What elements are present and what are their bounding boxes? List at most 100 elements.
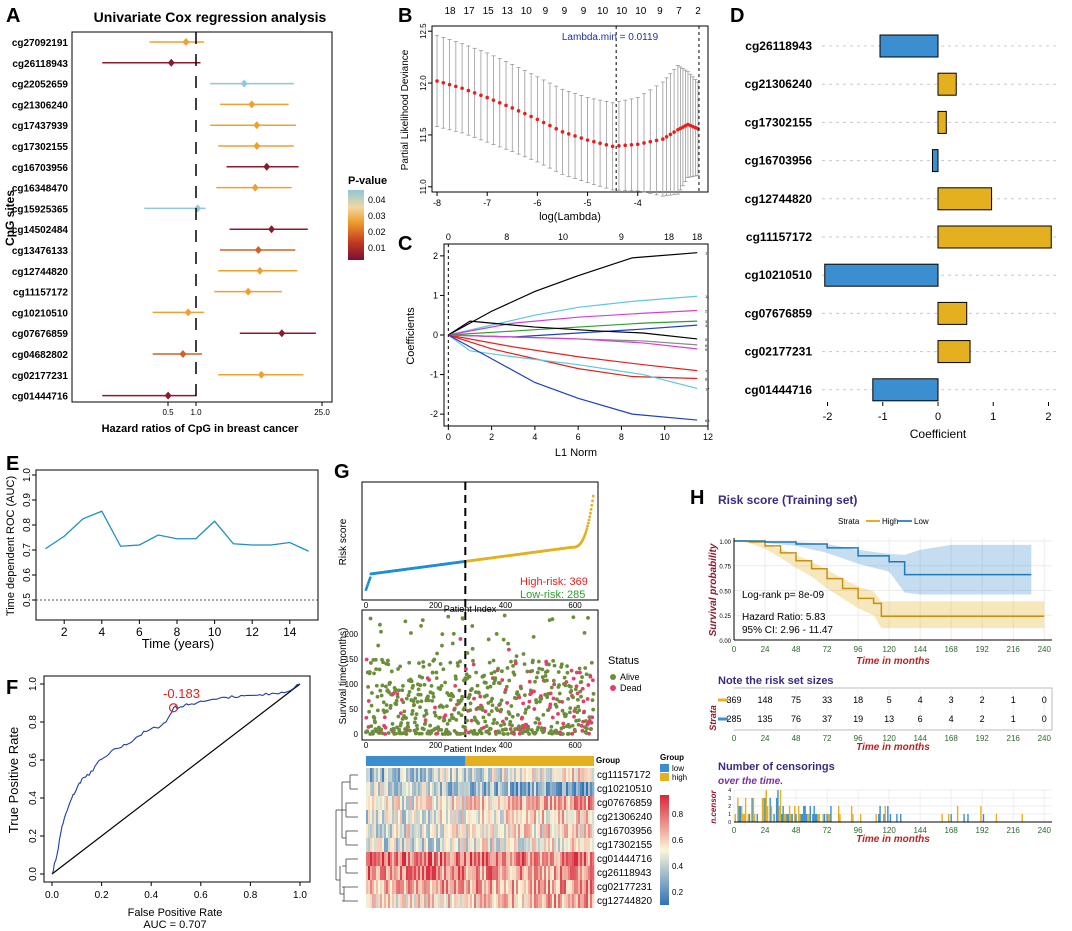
survival-point-alive — [470, 687, 474, 691]
heatmap-row-label: cg02177231 — [597, 882, 652, 893]
heatmap-cell — [404, 866, 407, 880]
forest-point — [251, 183, 259, 192]
heatmap-cell — [518, 880, 521, 894]
pvalue-colorbar — [348, 190, 364, 260]
heatmap-cell — [450, 866, 453, 880]
heatmap-cell — [512, 796, 515, 810]
censor-bar — [830, 806, 832, 822]
heatmap-cell — [444, 880, 447, 894]
survival-point-alive — [556, 670, 561, 674]
heatmap-cell — [556, 880, 559, 894]
risk-score-point — [590, 503, 594, 507]
heatmap-cell — [480, 894, 483, 908]
heatmap-cell — [576, 796, 579, 810]
survival-point-alive — [458, 659, 462, 664]
heatmap-cell — [478, 894, 481, 908]
survival-point-alive — [472, 728, 477, 733]
heatmap-cell — [540, 824, 543, 838]
heatmap-cell — [450, 768, 453, 782]
coef-category-label: cg02177231 — [745, 345, 813, 359]
heatmap-cell — [582, 838, 585, 852]
survival-point-alive — [577, 666, 582, 671]
km-x-tick-label: 240 — [1038, 645, 1052, 654]
survival-point-dead — [579, 723, 584, 728]
heatmap-cell — [550, 796, 553, 810]
survival-point-dead — [383, 725, 388, 730]
heatmap-cell — [400, 810, 403, 824]
survival-point-dead — [561, 721, 566, 726]
heatmap-cell — [406, 782, 409, 796]
heatmap-cell — [378, 852, 381, 866]
heatmap-cell — [456, 768, 459, 782]
heatmap-cell — [538, 866, 541, 880]
survival-point-alive — [578, 689, 583, 694]
heatmap-cell — [490, 866, 493, 880]
heatmap-cell — [440, 866, 443, 880]
coef-category-label: cg10210510 — [745, 268, 813, 282]
heatmap-cell — [444, 810, 447, 824]
heatmap-cell — [402, 894, 405, 908]
heatmap-cell — [570, 866, 573, 880]
survival-point-alive — [473, 690, 478, 694]
heatmap-cell — [528, 838, 531, 852]
heatmap-cell — [502, 894, 505, 908]
heatmap-cell — [574, 824, 577, 838]
survival-point-alive — [420, 618, 425, 623]
heatmap-cell — [410, 894, 413, 908]
heatmap-cell — [402, 852, 405, 866]
auc-x-tick-label: 12 — [246, 625, 260, 639]
risk-top-ylabel: Risk score — [338, 518, 349, 565]
heatmap-cell — [416, 866, 419, 880]
lasso-path — [448, 320, 698, 340]
heatmap-cell — [390, 810, 393, 824]
survival-point-alive — [369, 724, 374, 728]
coef-category-label: cg12744820 — [745, 192, 813, 206]
status-dead-label: Dead — [620, 683, 642, 693]
risk-count-low: 135 — [758, 714, 773, 724]
heatmap-cell — [524, 782, 527, 796]
heatmap-cell — [402, 838, 405, 852]
heatmap-cell — [414, 824, 417, 838]
heatmap-cell — [430, 796, 433, 810]
heatmap-cell — [482, 824, 485, 838]
forest-point — [164, 391, 172, 400]
heatmap-cell — [560, 838, 563, 852]
heatmap-cell — [464, 782, 467, 796]
heatmap-cell — [438, 782, 441, 796]
heatmap-cell — [422, 796, 425, 810]
censor-bar — [896, 814, 898, 822]
heatmap-legend-tick: 0.6 — [672, 836, 684, 845]
heatmap-cell — [432, 894, 435, 908]
heatmap-cell — [464, 824, 467, 838]
forest-ylabel: CpG sites — [3, 190, 17, 246]
heatmap-cell — [466, 880, 469, 894]
heatmap-cell — [452, 880, 455, 894]
heatmap-cell — [510, 852, 513, 866]
heatmap-cell — [384, 782, 387, 796]
heatmap-cell — [592, 866, 595, 880]
survival-point-alive — [460, 694, 465, 699]
heatmap-cell — [430, 880, 433, 894]
heatmap-cell — [380, 782, 383, 796]
survival-point-alive — [560, 732, 565, 736]
heatmap-cell — [458, 880, 461, 894]
survival-point-alive — [462, 705, 467, 710]
heatmap-cell — [584, 824, 587, 838]
forest-point — [167, 58, 175, 67]
survival-point-alive — [497, 730, 502, 735]
survival-point-alive — [404, 716, 408, 720]
lasso-x-tick-label: 8 — [619, 432, 624, 442]
lasso-path-label: 7 — [705, 369, 708, 374]
heatmap-cell — [394, 880, 397, 894]
survival-point-alive — [427, 662, 432, 667]
heatmap-cell — [568, 796, 571, 810]
survival-y-tick-label: 0 — [354, 730, 359, 739]
censor-bar — [751, 798, 753, 822]
survival-point-alive — [474, 670, 479, 675]
censor-bar — [795, 814, 797, 822]
censor-bar — [852, 814, 854, 822]
survival-point-alive — [417, 661, 421, 666]
survival-point-alive — [374, 683, 379, 688]
survival-point-alive — [491, 658, 496, 663]
survival-point-alive — [428, 723, 433, 728]
